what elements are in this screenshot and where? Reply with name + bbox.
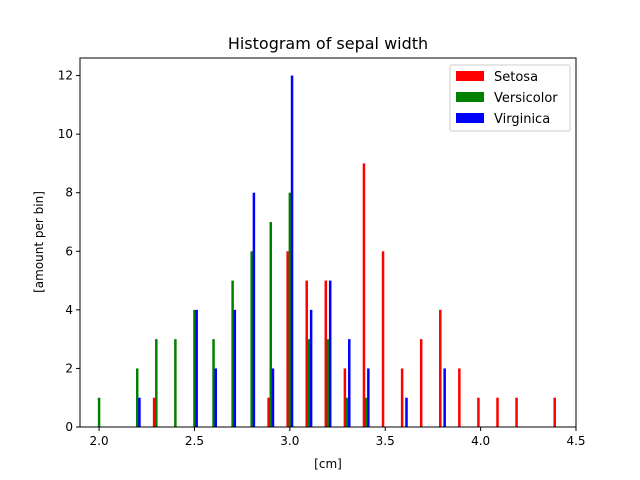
bar-versicolor-5: [212, 339, 215, 427]
y-tick-label: 12: [58, 69, 73, 83]
bar-setosa-1: [267, 397, 270, 427]
legend-label-versicolor: Versicolor: [494, 91, 558, 106]
legend-swatch-virginica: [456, 113, 484, 123]
bar-virginica-2: [214, 368, 217, 427]
bar-virginica-5: [271, 368, 275, 427]
chart-title: Histogram of sepal width: [228, 34, 428, 53]
bar-versicolor-10: [307, 339, 311, 427]
legend-label-setosa: Setosa: [494, 70, 538, 85]
bar-setosa-9: [419, 339, 423, 427]
x-tick-label: 2.0: [90, 434, 109, 448]
bar-versicolor-8: [269, 222, 273, 427]
bar-virginica-4: [252, 192, 256, 427]
bar-virginica-3: [233, 309, 237, 427]
bar-versicolor-13: [364, 397, 368, 427]
x-tick-label: 3.5: [376, 434, 395, 448]
bar-setosa-2: [286, 251, 289, 427]
y-tick-label: 4: [65, 303, 73, 317]
legend-label-virginica: Virginica: [494, 112, 550, 127]
bar-setosa-5: [343, 368, 347, 427]
bar-setosa-6: [362, 163, 366, 427]
bar-versicolor-4: [193, 309, 196, 427]
plot-area: 2.0 2.5 3.0 3.5 4.0 4.5 0 2 4 6 8 10 12: [58, 57, 586, 448]
bar-setosa-14: [515, 397, 518, 427]
bar-virginica-10: [367, 368, 370, 427]
bar-setosa-8: [400, 368, 404, 427]
bar-versicolor-0: [97, 397, 101, 427]
bar-setosa-13: [496, 397, 499, 427]
bar-virginica-12: [443, 368, 446, 427]
y-tick-label: 10: [58, 127, 73, 141]
legend-swatch-setosa: [456, 71, 484, 81]
y-tick-label: 0: [65, 420, 73, 434]
x-tick-label: 3.0: [280, 434, 299, 448]
bar-versicolor-1: [135, 368, 139, 427]
bar-setosa-7: [381, 251, 385, 427]
bar-setosa-10: [439, 309, 442, 427]
legend: Setosa Versicolor Virginica: [449, 64, 571, 132]
plot-frame: [79, 57, 577, 428]
x-tick-label: 4.0: [471, 434, 490, 448]
bar-virginica-6: [290, 75, 294, 427]
y-tick-label: 2: [65, 361, 73, 375]
bar-virginica-11: [405, 397, 408, 427]
bar-versicolor-3: [174, 339, 177, 427]
bar-setosa-15: [553, 397, 556, 427]
bar-setosa-4: [324, 280, 328, 427]
bar-virginica-7: [309, 309, 313, 427]
bar-setosa-3: [305, 280, 308, 427]
y-tick-label: 8: [65, 186, 73, 200]
bar-versicolor-9: [288, 192, 292, 427]
bar-versicolor-2: [155, 339, 158, 427]
bar-virginica-9: [348, 339, 351, 427]
y-tick-label: 6: [65, 244, 73, 258]
bar-versicolor-7: [250, 251, 253, 427]
bar-virginica-8: [328, 280, 332, 427]
bar-versicolor-6: [231, 280, 234, 427]
bar-virginica-1: [195, 309, 198, 427]
bar-setosa-12: [477, 397, 480, 427]
y-axis-label: [amount per bin]: [32, 191, 46, 293]
bar-virginica-0: [138, 397, 141, 427]
bar-versicolor-12: [345, 397, 349, 427]
bar-setosa-11: [458, 368, 461, 427]
bar-setosa-0: [152, 397, 156, 427]
x-tick-label: 4.5: [566, 434, 585, 448]
x-tick-label: 2.5: [185, 434, 204, 448]
x-axis-label: [cm]: [314, 457, 342, 471]
legend-swatch-versicolor: [456, 92, 484, 102]
bar-versicolor-11: [326, 339, 330, 427]
